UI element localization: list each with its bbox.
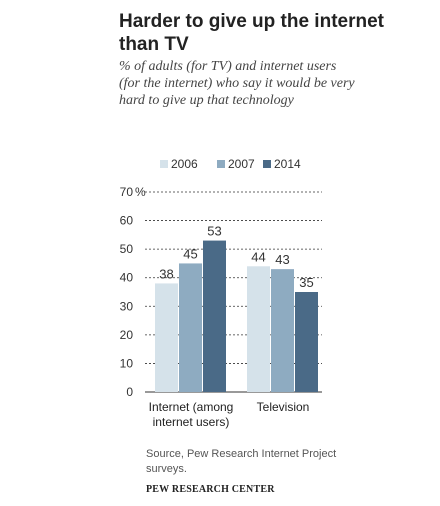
data-label: 45	[183, 246, 197, 261]
y-tick-label: 10	[120, 356, 134, 370]
chart-title: Harder to give up the internet than TV	[119, 11, 384, 55]
data-label: 35	[299, 275, 313, 290]
category-label: internet users)	[153, 415, 230, 429]
category-label: Television	[257, 400, 310, 414]
legend-label: 2006	[171, 157, 198, 171]
y-tick-label: 20	[120, 328, 134, 342]
y-tick-label: 30	[120, 299, 134, 313]
legend-swatch	[217, 160, 225, 168]
legend-label: 2014	[274, 157, 301, 171]
legend-label: 2007	[228, 157, 255, 171]
data-label: 44	[251, 249, 265, 264]
y-tick-label: 70	[120, 185, 134, 199]
bar	[203, 240, 226, 392]
legend-swatch	[160, 160, 168, 168]
legend-swatch	[263, 160, 271, 168]
data-label: 38	[159, 266, 173, 281]
bar	[179, 263, 202, 392]
y-tick-label: 50	[120, 242, 134, 256]
bar	[155, 283, 178, 392]
bar	[271, 269, 294, 392]
source-note: Source, Pew Research Internet Project su…	[146, 448, 337, 475]
bar	[295, 292, 318, 392]
y-tick-label: 0	[126, 385, 133, 399]
chart-subtitle: % of adults (for TV) and internet users …	[119, 59, 355, 108]
y-tick-unit: %	[135, 185, 146, 199]
data-label: 53	[207, 224, 221, 239]
y-tick-label: 40	[120, 271, 134, 285]
footer-brand: PEW RESEARCH CENTER	[146, 484, 275, 495]
bar	[247, 266, 270, 392]
category-label: Internet (among	[149, 400, 234, 414]
data-label: 43	[275, 252, 289, 267]
y-tick-label: 60	[120, 214, 134, 228]
bar-chart: 0 10 20 30 40 50 60 70 % 38 45 53 Internet (amongint…	[120, 157, 322, 429]
